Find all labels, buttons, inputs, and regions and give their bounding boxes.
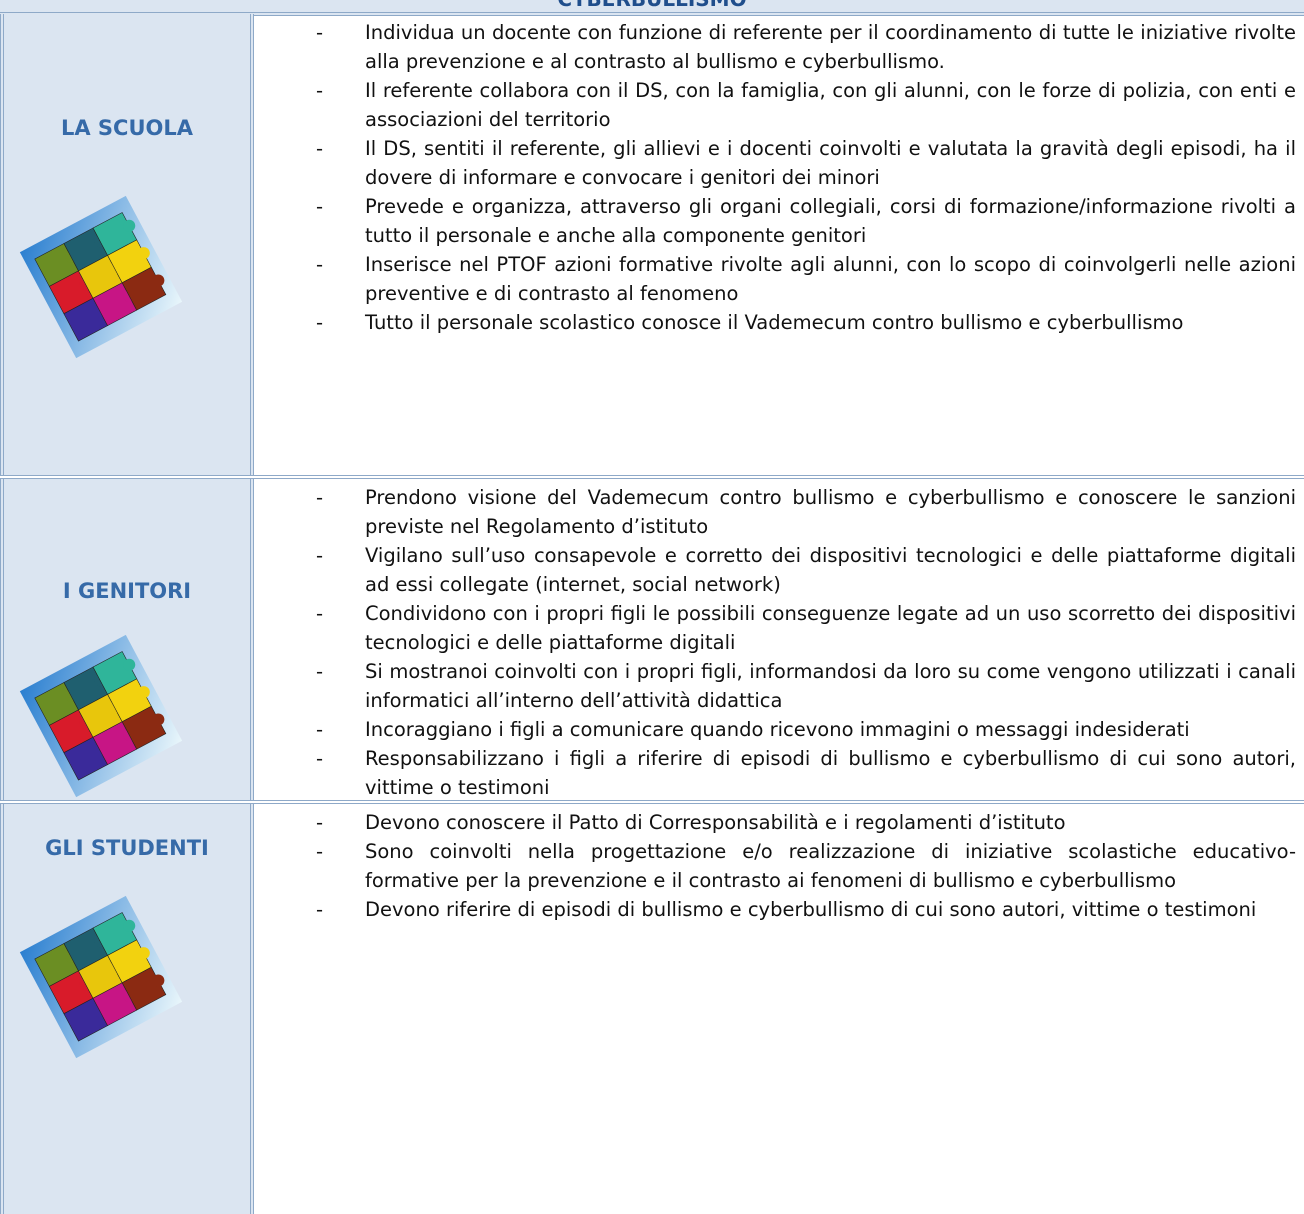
item-list: Prendono visione del Vademecum contro bu… <box>272 483 1296 802</box>
list-item: Tutto il personale scolastico conosce il… <box>272 308 1296 337</box>
list-item: Si mostranoi coinvolti con i propri figl… <box>272 657 1296 715</box>
row-label: I GENITORI <box>62 579 192 603</box>
list-item: Inserisce nel PTOF azioni formative rivo… <box>272 250 1296 308</box>
table-row: I GENITORI Prendono visione del Vademecum… <box>0 479 1304 804</box>
item-list: Individua un docente con funzione di ref… <box>272 18 1296 337</box>
item-list: Devono conoscere il Patto di Corresponsa… <box>272 808 1296 924</box>
list-item: Responsabilizzano i figli a riferire di … <box>272 744 1296 802</box>
row-label: LA SCUOLA <box>60 116 194 140</box>
table-row: GLI STUDENTI Devono conoscere il Patto di… <box>0 804 1304 1214</box>
puzzle-image <box>19 895 183 1059</box>
row-label: GLI STUDENTI <box>45 836 209 860</box>
list-item: Incoraggiano i figli a comunicare quando… <box>272 715 1296 744</box>
list-item: Prevede e organizza, attraverso gli orga… <box>272 192 1296 250</box>
puzzle <box>16 192 186 362</box>
list-item: Devono riferire di episodi di bullismo e… <box>272 895 1296 924</box>
list-item: Individua un docente con funzione di ref… <box>272 18 1296 76</box>
row-header: LA SCUOLA <box>0 14 254 475</box>
list-item: Condividono con i propri figli le possib… <box>272 599 1296 657</box>
list-item: Il referente collabora con il DS, con la… <box>272 76 1296 134</box>
table-row: LA SCUOLA Individua un docente con funzio… <box>0 14 1304 479</box>
puzzle <box>16 631 186 801</box>
list-item: Il DS, sentiti il referente, gli allievi… <box>272 134 1296 192</box>
row-header: I GENITORI <box>0 479 254 800</box>
header-title: CYBERBULLISMO <box>0 0 1304 16</box>
list-item: Sono coinvolti nella progettazione e/o r… <box>272 837 1296 895</box>
puzzle-image <box>19 195 183 359</box>
puzzle-image <box>19 634 183 798</box>
list-item: Prendono visione del Vademecum contro bu… <box>272 483 1296 541</box>
list-item: Vigilano sull’uso consapevole e corretto… <box>272 541 1296 599</box>
puzzle <box>16 892 186 1062</box>
list-item: Devono conoscere il Patto di Corresponsa… <box>272 808 1296 837</box>
row-header: GLI STUDENTI <box>0 804 254 1214</box>
